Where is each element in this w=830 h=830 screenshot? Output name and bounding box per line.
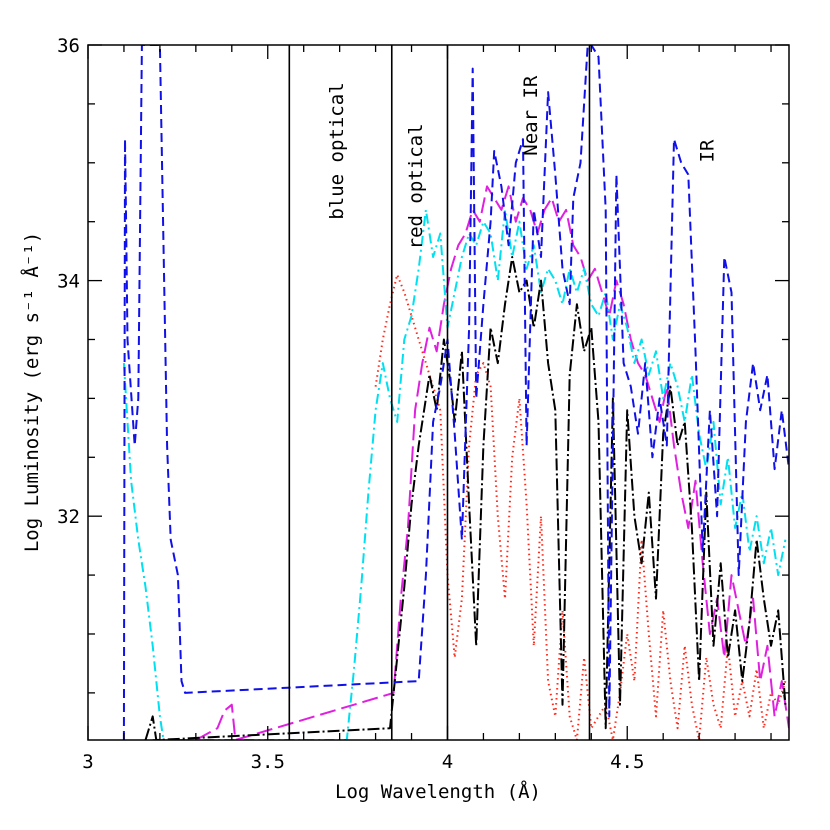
band-label: blue optical xyxy=(326,82,348,219)
series-black-dashdot xyxy=(144,256,787,740)
band-labels: blue optical red optical Near IR IR xyxy=(326,75,718,249)
axis-ticks xyxy=(87,44,789,740)
series-layer xyxy=(122,45,789,740)
y-tick-label: 36 xyxy=(57,35,80,57)
plot-frame xyxy=(87,44,790,741)
x-tick-label: 3.5 xyxy=(251,751,285,773)
y-axis-title: Log Luminosity (erg s⁻¹ Å⁻¹) xyxy=(20,232,43,552)
x-axis-title: Log Wavelength (Å) xyxy=(335,780,541,803)
series-magenta-longdash xyxy=(152,185,789,740)
x-tick-label: 4.5 xyxy=(610,751,644,773)
band-label: red optical xyxy=(405,123,427,249)
x-tick-label: 4 xyxy=(442,751,453,773)
band-boundaries xyxy=(288,45,591,740)
y-tick-labels: 32 34 36 xyxy=(57,35,80,528)
series-blue-dashed xyxy=(122,45,789,740)
x-tick-labels: 3 3.5 4 4.5 xyxy=(82,751,644,773)
x-tick-label: 3 xyxy=(82,751,93,773)
y-tick-label: 34 xyxy=(57,271,80,293)
series-cyan-dashdot xyxy=(122,208,787,740)
band-label: Near IR xyxy=(520,75,542,156)
band-label: IR xyxy=(696,139,718,162)
y-tick-label: 32 xyxy=(57,506,80,528)
